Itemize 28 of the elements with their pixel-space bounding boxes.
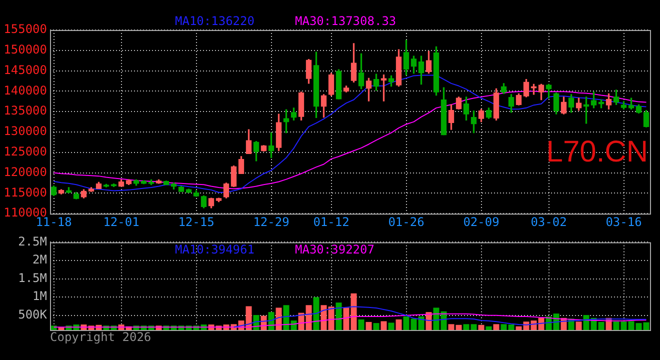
x-tick-label: 03-02	[530, 214, 567, 229]
annotation: L70.CN	[546, 135, 648, 168]
y-tick-label: 1M	[32, 289, 47, 304]
y-tick-label: 115000	[4, 185, 47, 200]
y-tick-label: 125000	[4, 144, 47, 159]
x-tick-label: 02-09	[463, 214, 500, 229]
y-tick-label: 140000	[4, 83, 47, 98]
x-tick-label: 12-01	[103, 214, 140, 229]
text: MA30:137308.33	[295, 14, 396, 28]
x-tick-label: 03-16	[606, 214, 642, 229]
x-tick-label: 01-12	[313, 214, 350, 229]
x-tick-label: 12-15	[178, 214, 214, 229]
y-tick-label: 1.5M	[18, 270, 47, 285]
x-tick-label: 01-26	[388, 214, 424, 229]
y-tick-label: 130000	[4, 124, 47, 138]
y-tick-label: 145000	[4, 62, 47, 77]
y-tick-label: 135000	[4, 104, 47, 118]
text: MA10:136220	[175, 14, 254, 28]
y-tick-label: 500K	[18, 307, 48, 322]
y-tick-label: 150000	[4, 42, 47, 57]
annotation: Copyright 2026	[50, 330, 152, 344]
y-tick-label: 2.5M	[18, 234, 47, 248]
x-tick-label: 12-29	[253, 214, 290, 229]
text: MA10:394961	[175, 242, 254, 256]
y-tick-label: 2M	[32, 252, 47, 267]
y-tick-label: 155000	[4, 22, 47, 36]
text: MA30:392207	[295, 242, 374, 256]
y-tick-label: 120000	[4, 164, 47, 179]
